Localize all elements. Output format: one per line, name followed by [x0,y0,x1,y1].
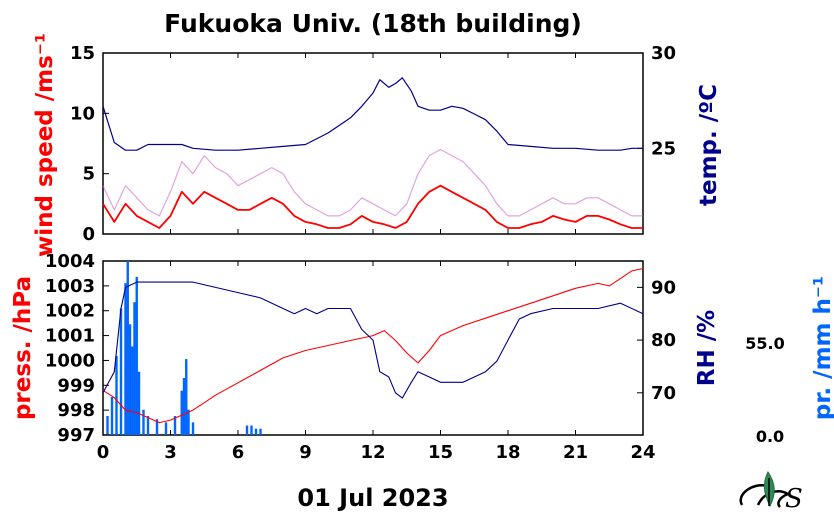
y-right-tick-label: 90 [651,277,676,298]
y-left-tick-label: 999 [57,375,95,396]
x-tick-label: 18 [495,442,520,463]
y-left-tick-label: 998 [57,400,95,421]
precip-bar [259,428,262,435]
precip-bar [185,359,188,435]
precip-axis-label: pr. /mm h⁻¹ [810,276,834,420]
x-tick-label: 0 [97,442,110,463]
y-right-tick-label: 30 [651,43,676,64]
precip-bar [250,425,253,435]
precip-bar [133,302,136,435]
plot-frame [102,52,644,235]
institution-logo: S [739,471,803,514]
y-left-tick-label: 1001 [45,326,95,347]
x-tick-label: 21 [563,442,588,463]
y-left-tick-label: 0 [82,224,95,245]
precip-bar [115,355,118,435]
chart-title: Fukuoka Univ. (18th building) [164,9,582,38]
y-right-tick-label: 80 [651,330,676,351]
precip-bar [146,416,150,435]
y-left-tick-label: 5 [82,164,95,185]
y-left-tick-label: 15 [70,43,95,64]
y-right-tick-label: 70 [651,383,676,404]
y-left-tick-label: 997 [57,425,95,446]
precip-bar [254,428,258,435]
precip-bar [180,390,183,435]
x-tick-label: 9 [299,442,312,463]
precip-bar [173,416,177,435]
y-left-tick-label: 1002 [45,301,95,322]
precip-bar [126,261,129,435]
wind-speed-line [102,184,643,229]
y-left-tick-label: 1000 [45,350,95,371]
precip-bar [137,371,141,435]
y-left-tick-label: 10 [70,103,95,124]
x-tick-label: 12 [360,442,385,463]
precip-bar [191,422,195,435]
top-right-axis-label: temp. /ºC [696,84,722,206]
y-left-tick-label: 1004 [45,251,95,272]
temperature-line [102,77,643,151]
precip-bar [131,346,134,435]
y-left-tick-label: 1003 [45,276,95,297]
precip-bar [110,397,114,435]
date-label: 01 Jul 2023 [297,484,448,512]
y-right-tick-label: 25 [651,138,676,159]
top-panel: 0 5 10 15 25 30 [70,43,676,245]
precip-bar [187,409,190,435]
x-tick-label: 6 [232,442,245,463]
x-tick-label: 3 [164,442,177,463]
precip-bar [182,378,186,435]
bottom-left-axis-label: press. /hPa [10,276,36,420]
precip-bar [135,276,138,435]
precip-bar [128,324,132,435]
precip-bar [119,308,123,435]
precip-bar [142,409,145,435]
top-left-axis-label: wind speed /ms⁻¹ [32,33,58,257]
precip-max-label: 55.0 [745,334,784,353]
precip-bar [124,283,127,435]
precip-zero-label: 0.0 [756,427,784,446]
svg-text:S: S [785,484,803,514]
precip-bar [245,425,249,435]
bottom-right-axis-label: RH /% [694,310,720,386]
precip-bar [155,419,159,435]
x-tick-label: 15 [428,442,453,463]
x-tick-label: 24 [630,442,655,463]
pressure-line [102,267,644,424]
humidity-line [102,281,644,399]
precip-bar [164,422,168,435]
precip-bar [106,416,109,435]
wind-gust-line [102,148,643,217]
bottom-panel: 0 3 6 9 12 15 18 21 24 997 998 999 1000 1001 1002 1003 1… [45,251,676,463]
